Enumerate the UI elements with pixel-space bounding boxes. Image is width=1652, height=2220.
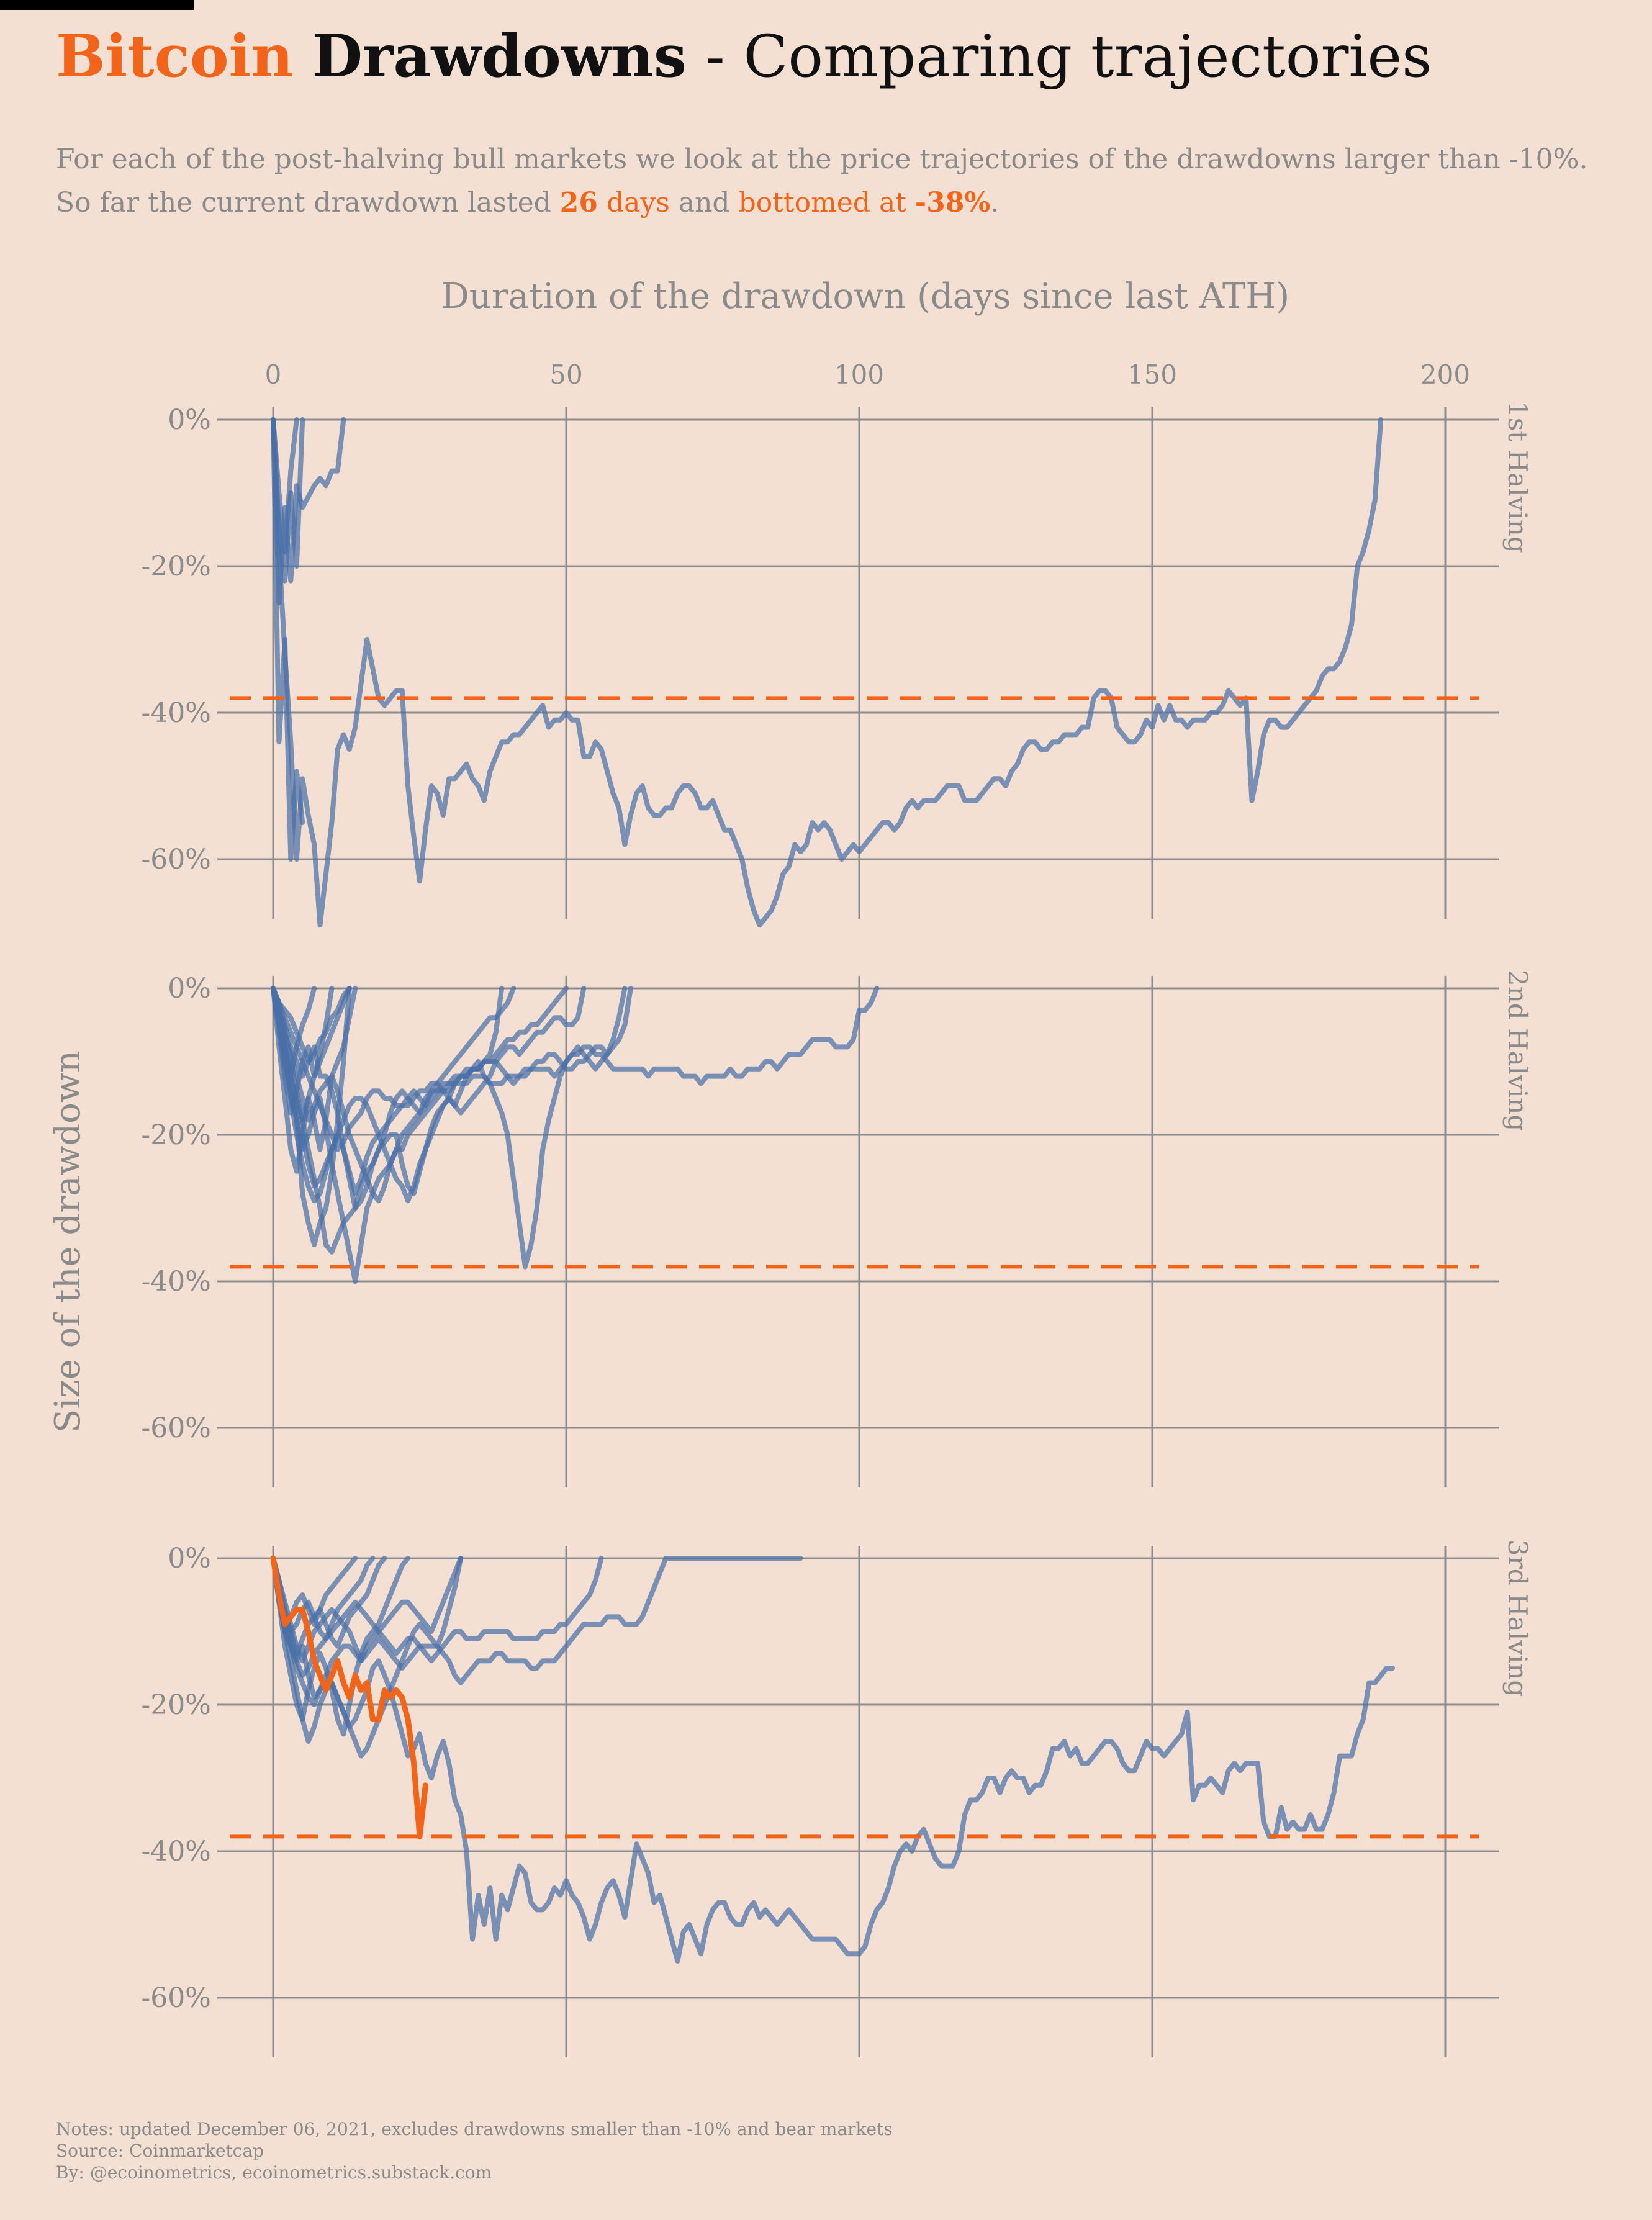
bottom-value: -38% [914, 187, 991, 219]
y-tick-label: -20% [141, 1119, 211, 1151]
top-accent-bar [0, 0, 194, 10]
days-value: 26 [559, 187, 598, 219]
y-axis-title: Size of the drawdown [48, 1050, 88, 1433]
drawdown-series-line [271, 1556, 1395, 1964]
x-tick-label: 100 [834, 359, 884, 390]
bottom-text: bottomed at [738, 187, 915, 219]
notes-line-1: Notes: updated December 06, 2021, exclud… [56, 2119, 893, 2139]
drawdown-series-line [271, 986, 358, 1174]
drawdown-series-line [271, 986, 628, 1284]
drawdown-series-line [271, 417, 305, 862]
notes-author: By: @ecoinometrics, ecoinometrics.substa… [56, 2162, 492, 2183]
y-tick-label: -40% [141, 1266, 211, 1297]
chart-notes: Notes: updated December 06, 2021, exclud… [56, 2118, 893, 2183]
y-tick-label: 0% [168, 404, 211, 436]
subtitle-line-2: So far the current drawdown lasted 26 da… [56, 181, 1587, 225]
title-drawdowns: Drawdowns [312, 22, 687, 91]
x-tick-label: 50 [549, 359, 582, 390]
panel-label: 1st Halving [1502, 401, 1533, 553]
y-tick-label: -20% [141, 1689, 211, 1721]
drawdown-series-line [271, 1556, 803, 1685]
title-rest: - Comparing trajectories [686, 23, 1432, 91]
subtitle-line-1: For each of the post-halving bull market… [56, 143, 1588, 175]
drawdown-series-line [271, 417, 1384, 928]
panel-label: 2nd Halving [1502, 970, 1533, 1131]
subtitle-prefix: So far the current drawdown lasted [56, 187, 560, 219]
drawdown-series-line [271, 986, 516, 1152]
drawdown-series-line [271, 986, 352, 1079]
x-tick-label: 150 [1127, 359, 1177, 390]
x-tick-label: 0 [265, 359, 282, 390]
x-axis-title: Duration of the drawdown (days since las… [441, 276, 1289, 317]
y-tick-label: 0% [168, 1543, 211, 1574]
current-drawdown-line [270, 1555, 428, 1839]
days-unit: days [598, 187, 670, 219]
drawdown-series-line [271, 986, 317, 1079]
y-tick-label: -60% [141, 1982, 211, 2014]
y-tick-label: -20% [141, 551, 211, 582]
y-tick-label: 0% [168, 973, 211, 1004]
panel-label: 3rd Halving [1502, 1540, 1533, 1697]
drawdown-series-line [271, 1556, 411, 1737]
y-tick-label: -40% [141, 697, 211, 729]
chart-title: Bitcoin Drawdowns - Comparing trajectori… [56, 22, 1432, 91]
chart-subtitle: For each of the post-halving bull market… [56, 138, 1587, 225]
subtitle-end: . [990, 187, 1000, 219]
notes-source: Source: Coinmarketcap [56, 2141, 264, 2161]
drawdown-series-line [271, 986, 569, 1204]
title-bitcoin: Bitcoin [56, 22, 294, 91]
drawdown-series-line [271, 1556, 464, 1759]
y-tick-label: -60% [141, 1412, 211, 1444]
y-tick-label: -40% [141, 1836, 211, 1867]
drawdown-series-line [271, 1556, 464, 1707]
drawdown-series-line [271, 1556, 376, 1641]
y-tick-label: -60% [141, 844, 211, 875]
subtitle-and: and [669, 187, 739, 219]
x-tick-label: 200 [1420, 359, 1470, 390]
